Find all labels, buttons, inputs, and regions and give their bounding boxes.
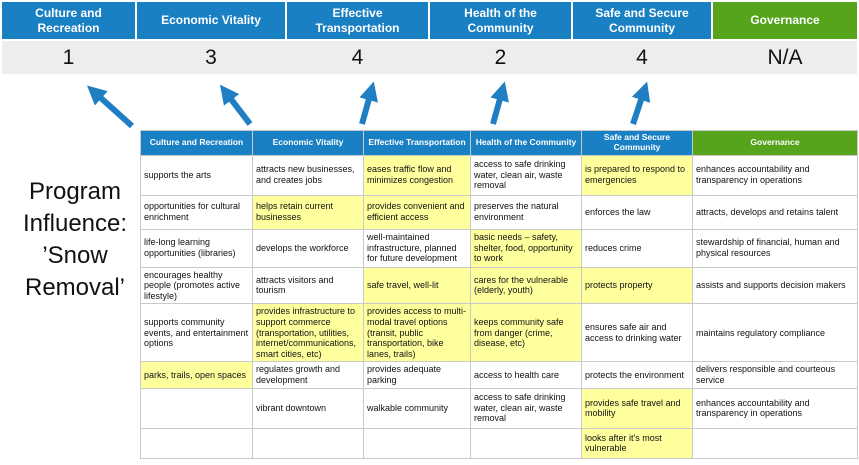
matrix-header-effective-transportation: Effective Transportation	[363, 130, 471, 156]
matrix-cell: provides access to multi-modal travel op…	[363, 303, 471, 363]
matrix-cell: access to health care	[470, 361, 582, 389]
matrix-cell: encourages healthy people (promotes acti…	[140, 266, 253, 305]
matrix-row: opportunities for cultural enrichment hel…	[140, 194, 858, 230]
up-arrow-icon	[490, 81, 509, 125]
matrix-cell: access to safe drinking water, clean air…	[470, 154, 582, 196]
matrix-cell: eases traffic flow and minimizes congest…	[363, 154, 471, 196]
matrix-cell: provides infrastructure to support comme…	[252, 303, 364, 363]
matrix-cell: provides safe travel and mobility	[581, 387, 693, 429]
matrix-body: supports the arts attracts new businesses…	[140, 154, 858, 459]
matrix-header-economic-vitality: Economic Vitality	[252, 130, 364, 156]
matrix-cell: well-maintained infrastructure, planned …	[363, 228, 471, 268]
pillar-header-row: Culture and Recreation Economic Vitality E…	[2, 2, 857, 39]
matrix-cell: enhances accountability and transparency…	[692, 154, 858, 196]
matrix-row: encourages healthy people (promotes acti…	[140, 266, 858, 305]
matrix-cell: keeps community safe from danger (crime,…	[470, 303, 582, 363]
matrix-cell: supports community events, and entertain…	[140, 303, 253, 363]
matrix-cell: vibrant downtown	[252, 387, 364, 429]
matrix-cell: ensures safe air and access to drinking …	[581, 303, 693, 363]
pillar-header-health-of-the-community: Health of the Community	[430, 2, 571, 39]
score-culture-and-recreation: 1	[62, 45, 75, 69]
matrix-row: vibrant downtown walkable community access…	[140, 387, 858, 429]
matrix-cell: protects the environment	[581, 361, 693, 389]
matrix-cell: looks after it's most vulnerable	[581, 427, 693, 459]
score-effective-transportation: 4	[351, 45, 364, 69]
arrows-layer	[0, 76, 859, 137]
up-arrow-icon	[219, 84, 253, 126]
matrix-cell: delivers responsible and courteous servi…	[692, 361, 858, 389]
matrix-cell: attracts new businesses, and creates job…	[252, 154, 364, 196]
matrix-header-row: Culture and Recreation Economic Vitality E…	[140, 130, 858, 156]
matrix-cell	[363, 427, 471, 459]
matrix-header-culture-and-recreation: Culture and Recreation	[140, 130, 253, 156]
matrix-header-safe-and-secure-community: Safe and Secure Community	[581, 130, 693, 156]
matrix-cell: regulates growth and development	[252, 361, 364, 389]
matrix-row: supports community events, and entertain…	[140, 303, 858, 363]
influence-matrix: Culture and Recreation Economic Vitality E…	[140, 130, 858, 459]
score-economic-vitality: 3	[205, 45, 217, 69]
matrix-row: looks after it's most vulnerable	[140, 427, 858, 459]
matrix-cell: provides convenient and efficient access	[363, 194, 471, 230]
matrix-cell: enhances accountability and transparency…	[692, 387, 858, 429]
matrix-row: supports the arts attracts new businesses…	[140, 154, 858, 196]
matrix-cell: stewardship of financial, human and phys…	[692, 228, 858, 268]
matrix-cell: preserves the natural environment	[470, 194, 582, 230]
pillar-header-economic-vitality: Economic Vitality	[137, 2, 285, 39]
score-health-of-the-community: 2	[494, 45, 507, 69]
matrix-row: parks, trails, open spaces regulates grow…	[140, 361, 858, 389]
matrix-cell: reduces crime	[581, 228, 693, 268]
matrix-cell: basic needs – safety, shelter, food, opp…	[470, 228, 582, 268]
pillar-header-governance: Governance	[713, 2, 857, 39]
matrix-cell: maintains regulatory compliance	[692, 303, 858, 363]
matrix-cell: walkable community	[363, 387, 471, 429]
score-governance: N/A	[767, 45, 803, 69]
matrix-cell	[470, 427, 582, 459]
pillar-header-effective-transportation: Effective Transportation	[287, 2, 428, 39]
matrix-cell	[252, 427, 364, 459]
up-arrow-icon	[87, 85, 135, 129]
pillar-header-culture-and-recreation: Culture and Recreation	[2, 2, 135, 39]
matrix-cell: cares for the vulnerable (elderly, youth…	[470, 266, 582, 305]
up-arrow-icon	[359, 81, 378, 125]
matrix-cell: opportunities for cultural enrichment	[140, 194, 253, 230]
matrix-cell: is prepared to respond to emergencies	[581, 154, 693, 196]
pillar-header-safe-and-secure-community: Safe and Secure Community	[573, 2, 711, 39]
score-row: 1 3 4 2 4 N/A	[2, 41, 857, 74]
matrix-cell: enforces the law	[581, 194, 693, 230]
up-arrow-icon	[630, 81, 651, 125]
matrix-cell: parks, trails, open spaces	[140, 361, 253, 389]
matrix-cell: supports the arts	[140, 154, 253, 196]
program-title: Program Influence: ’Snow Removal’	[22, 178, 128, 301]
matrix-cell: access to safe drinking water, clean air…	[470, 387, 582, 429]
score-safe-and-secure-community: 4	[636, 45, 648, 69]
matrix-cell: attracts visitors and tourism	[252, 266, 364, 305]
matrix-cell	[692, 427, 858, 459]
matrix-cell: attracts, develops and retains talent	[692, 194, 858, 230]
matrix-cell	[140, 427, 253, 459]
matrix-cell: assists and supports decision makers	[692, 266, 858, 305]
matrix-cell: helps retain current businesses	[252, 194, 364, 230]
matrix-header-health-of-the-community: Health of the Community	[470, 130, 582, 156]
matrix-cell: safe travel, well-lit	[363, 266, 471, 305]
matrix-header-governance: Governance	[692, 130, 858, 156]
matrix-cell: develops the workforce	[252, 228, 364, 268]
matrix-cell	[140, 387, 253, 429]
matrix-cell: protects property	[581, 266, 693, 305]
matrix-cell: life-long learning opportunities (librar…	[140, 228, 253, 268]
matrix-cell: provides adequate parking	[363, 361, 471, 389]
matrix-row: life-long learning opportunities (librar…	[140, 228, 858, 268]
